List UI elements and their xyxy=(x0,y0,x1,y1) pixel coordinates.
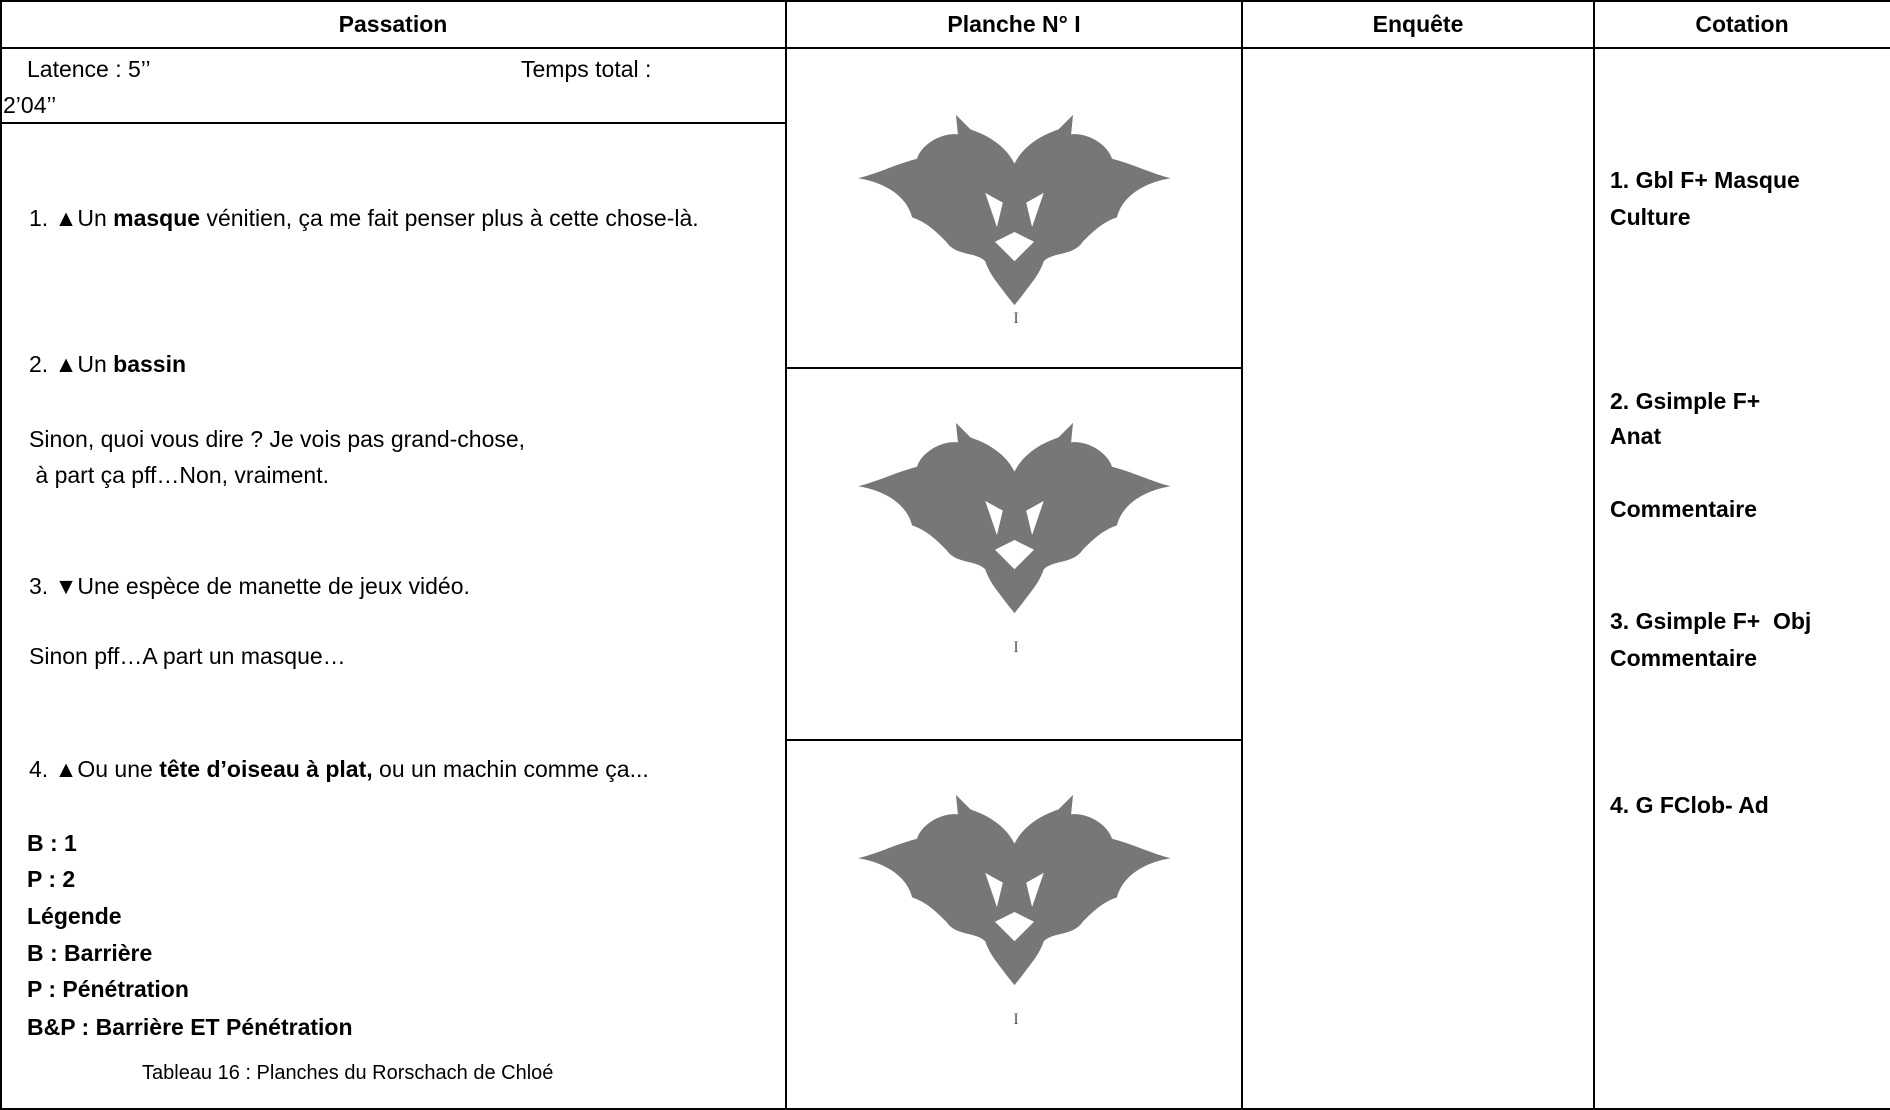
text-run: masque xyxy=(113,205,201,231)
legend-line: B&P : Barrière ET Pénétration xyxy=(27,1014,353,1040)
column-header: Enquête xyxy=(1372,11,1464,37)
legend-line: P : 2 xyxy=(27,866,76,892)
text-run: vénitien, ça me fait penser plus à cette… xyxy=(200,205,699,231)
text-run: 1. ▲Un xyxy=(29,205,114,231)
cotation-line: Commentaire xyxy=(1610,496,1757,522)
comment: Sinon pff…A part un masque… xyxy=(29,638,346,674)
text-run: tête d’oiseau à plat, xyxy=(159,756,373,782)
text-run: 4. ▲Ou une xyxy=(29,756,160,782)
text-run: Sinon, quoi vous dire ? Je vois pas gran… xyxy=(29,426,526,452)
cotation-line: Anat xyxy=(1610,423,1662,449)
text-run: à part ça pff…Non, vraiment. xyxy=(29,462,329,488)
column-header: Passation xyxy=(338,11,448,37)
plate-label: I xyxy=(1013,1011,1018,1028)
cotation-line: Culture xyxy=(1610,204,1691,230)
comment: Sinon, quoi vous dire ? Je vois pas gran… xyxy=(29,421,525,457)
text-run: 3. ▼Une espèce de manette de jeux vidéo. xyxy=(29,573,470,599)
legend-line: B : 1 xyxy=(27,830,77,856)
inkblot xyxy=(858,114,1171,306)
latence: Latence : 5’’ xyxy=(27,56,151,82)
caption: Tableau 16 : Planches du Rorschach de Ch… xyxy=(142,1062,554,1084)
response: 3. ▼Une espèce de manette de jeux vidéo. xyxy=(29,568,470,604)
column-header: Planche N° I xyxy=(947,11,1081,37)
inkblot xyxy=(858,422,1171,614)
temps-total: Temps total : xyxy=(521,56,652,82)
cotation-line: 3. Gsimple F+ Obj xyxy=(1610,608,1812,634)
column-header: Cotation xyxy=(1695,11,1789,37)
plate-label: I xyxy=(1013,310,1018,327)
legend-line: Légende xyxy=(27,903,122,929)
response: 2. ▲Un bassin xyxy=(29,346,186,382)
text-run: 2. ▲Un xyxy=(29,351,114,377)
text-run: bassin xyxy=(113,351,187,377)
temps-total-value: 2’04’’ xyxy=(3,92,57,118)
cotation-line: 2. Gsimple F+ xyxy=(1610,388,1761,414)
legend-line: B : Barrière xyxy=(27,940,153,966)
text-run: ou un machin comme ça... xyxy=(372,756,649,782)
cotation-line: 1. Gbl F+ Masque xyxy=(1610,167,1800,193)
legend-line: P : Pénétration xyxy=(27,976,189,1002)
response: 4. ▲Ou une tête d’oiseau à plat, ou un m… xyxy=(29,751,749,787)
cotation-line: 4. G FClob- Ad xyxy=(1610,792,1769,818)
comment: à part ça pff…Non, vraiment. xyxy=(29,457,329,493)
response: 1. ▲Un masque vénitien, ça me fait pense… xyxy=(29,200,749,236)
cotation-line: Commentaire xyxy=(1610,645,1757,671)
text-run: Sinon pff…A part un masque… xyxy=(29,643,346,669)
plate-label: I xyxy=(1013,639,1018,656)
inkblot xyxy=(858,794,1171,986)
